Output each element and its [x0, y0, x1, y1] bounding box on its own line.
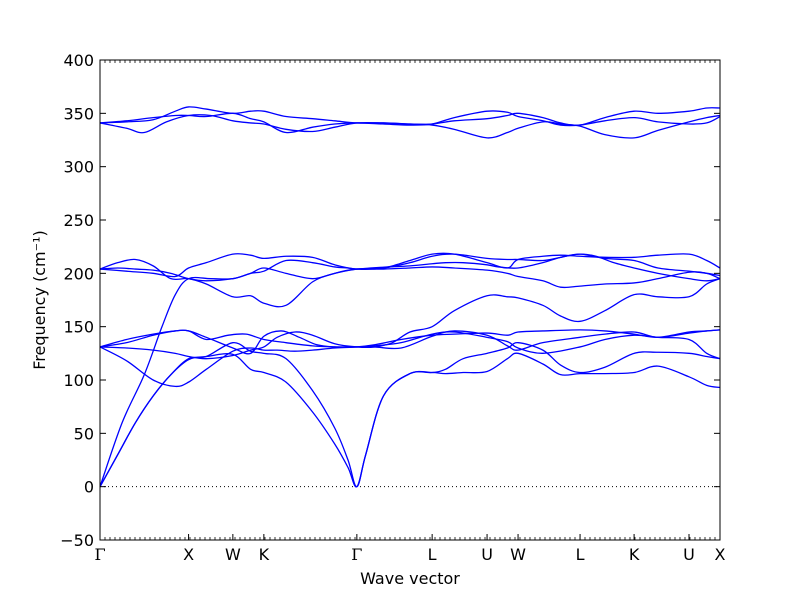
series-line-7: [99, 278, 721, 360]
x-tick-label-X: X: [183, 545, 194, 564]
series-line-12: [99, 110, 721, 134]
series-layer: [99, 106, 721, 488]
x-tick-label-W: W: [225, 545, 241, 564]
series-line-1: [99, 253, 721, 487]
plot-frame: [99, 59, 721, 541]
x-tick-label-Γ: Γ: [94, 545, 105, 564]
x-tick-label-U: U: [481, 545, 493, 564]
y-tick-label: 350: [63, 104, 94, 123]
y-tick-label: −50: [60, 531, 94, 550]
y-tick-label: 250: [63, 211, 94, 230]
y-tick-label: 150: [63, 318, 94, 337]
series-line-9: [99, 253, 721, 282]
x-tick-label-L: L: [428, 545, 437, 564]
x-tick-label-Γ: Γ: [351, 545, 362, 564]
y-tick-label: 200: [63, 264, 94, 283]
x-tick-label-L: L: [576, 545, 585, 564]
y-tick-label: 100: [63, 371, 94, 390]
y-tick-label: 400: [63, 51, 94, 70]
x-tick-label-U: U: [683, 545, 695, 564]
y-tick-label: 50: [74, 424, 94, 443]
y-axis-label: Frequency (cm⁻¹): [30, 230, 49, 369]
series-line-10: [99, 252, 721, 278]
x-tick-label-X: X: [715, 545, 726, 564]
series-line-13: [99, 106, 721, 126]
x-tick-label-K: K: [629, 545, 640, 564]
x-axis-label: Wave vector: [360, 569, 460, 588]
y-tick-label: 300: [63, 158, 94, 177]
x-tick-label-W: W: [510, 545, 526, 564]
y-tick-label: 0: [84, 478, 94, 497]
series-line-4: [99, 329, 721, 388]
x-tick-label-K: K: [259, 545, 270, 564]
